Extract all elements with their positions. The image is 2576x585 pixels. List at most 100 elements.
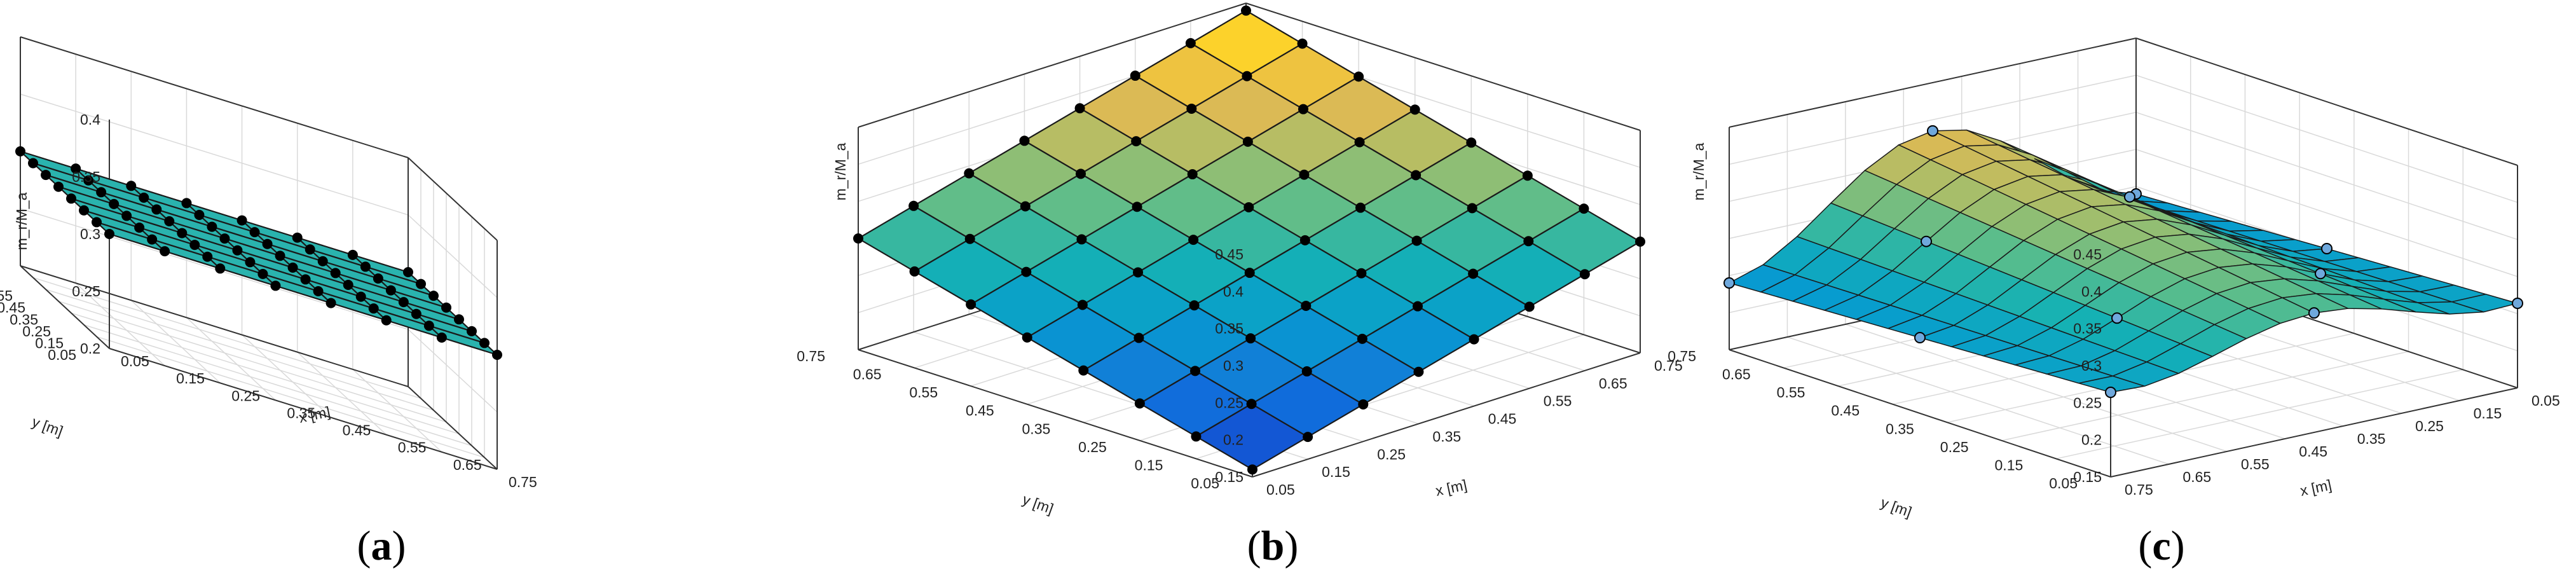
- data-point: [194, 210, 205, 220]
- data-point: [1921, 235, 1932, 247]
- data-point: [1186, 103, 1197, 114]
- data-point: [1187, 169, 1198, 180]
- y-tick-label: 0.75: [797, 348, 825, 364]
- data-point: [207, 221, 217, 232]
- x-tick-label: 0.45: [343, 422, 371, 439]
- data-point: [368, 303, 379, 314]
- data-point: [1191, 431, 1202, 442]
- data-point: [1246, 399, 1257, 410]
- data-point: [1303, 432, 1313, 443]
- data-point: [436, 332, 447, 343]
- z-tick-label: 0.2: [80, 340, 100, 357]
- data-point: [1466, 137, 1477, 148]
- data-point: [343, 280, 353, 290]
- data-point: [1076, 234, 1087, 245]
- data-point: [1914, 332, 1926, 343]
- z-tick-label: 0.45: [2073, 246, 2102, 263]
- x-tick-label: 0.15: [176, 370, 205, 387]
- data-point: [313, 286, 324, 296]
- z-tick-label: 0.15: [2073, 469, 2102, 485]
- data-point: [1524, 301, 1535, 312]
- y-tick-label: 0.55: [909, 384, 938, 401]
- y-tick-label: 0.15: [1995, 457, 2024, 473]
- data-point: [219, 233, 230, 244]
- data-point: [1413, 366, 1424, 377]
- data-point: [1131, 136, 1142, 147]
- y-tick-label: 0.05: [2049, 475, 2078, 492]
- data-point: [1635, 237, 1645, 247]
- data-point: [1413, 301, 1423, 312]
- y-tick-label: 0.25: [1078, 439, 1107, 455]
- x-tick-label: 0.55: [2241, 456, 2270, 472]
- x-tick-label: 0.05: [2531, 392, 2560, 409]
- surface-cell: [2078, 375, 2145, 393]
- data-point: [121, 210, 132, 221]
- data-point: [441, 302, 451, 313]
- x-tick-label: 0.15: [2474, 405, 2502, 422]
- z-axis-label: m_r/M_a: [1690, 142, 1707, 200]
- x-tick-label: 0.75: [509, 474, 537, 490]
- data-point: [139, 192, 149, 203]
- data-point: [1927, 125, 1938, 137]
- data-point: [1523, 236, 1534, 247]
- x-tick-label: 0.55: [1544, 393, 1572, 410]
- data-point: [1190, 366, 1200, 376]
- data-point: [1723, 277, 1735, 289]
- data-point: [381, 315, 392, 326]
- y-tick-label: 0.35: [1022, 420, 1051, 437]
- panel-label: (a): [357, 523, 406, 569]
- data-point: [1134, 398, 1145, 409]
- data-point: [15, 146, 25, 156]
- data-point: [423, 320, 434, 331]
- data-point: [964, 168, 975, 179]
- z-tick-label: 0.4: [1223, 283, 1243, 299]
- data-point: [355, 291, 366, 302]
- data-point: [1468, 268, 1479, 279]
- z-axis-label: m_r/M_a: [13, 192, 30, 250]
- data-point: [428, 291, 439, 301]
- data-point: [1522, 170, 1533, 181]
- data-point: [1245, 333, 1256, 344]
- y-axis-label: y [m]: [30, 413, 65, 439]
- data-point: [109, 198, 120, 209]
- x-tick-label: 0.65: [453, 457, 482, 473]
- data-point: [2315, 268, 2326, 280]
- data-point: [347, 249, 358, 260]
- data-point: [275, 251, 285, 261]
- data-point: [492, 350, 502, 360]
- y-axis-label: y [m]: [1020, 491, 1056, 517]
- data-point: [41, 170, 51, 181]
- data-point: [92, 217, 102, 228]
- data-point: [71, 163, 81, 174]
- data-point: [909, 266, 920, 277]
- data-point: [181, 198, 192, 209]
- data-point: [189, 240, 200, 251]
- data-point: [1353, 71, 1364, 82]
- z-tick-label: 0.2: [2081, 432, 2102, 448]
- data-point: [53, 181, 64, 192]
- surface: [1728, 129, 2519, 393]
- data-point: [151, 204, 162, 215]
- y-tick-label: 0.55: [1777, 384, 1805, 401]
- data-point: [317, 256, 328, 266]
- data-point: [325, 298, 336, 308]
- data-point: [147, 234, 158, 245]
- z-tick-label: 0.3: [1223, 357, 1243, 374]
- z-tick-label: 0.4: [2081, 283, 2102, 299]
- data-point: [1356, 268, 1367, 279]
- y-tick-label: 0.05: [48, 347, 76, 363]
- tick-labels: 0.050.150.250.350.450.550.650.750.050.15…: [797, 246, 1683, 498]
- data-point: [403, 267, 413, 277]
- x-tick-label: 0.45: [1488, 411, 1517, 427]
- panel-b: 0.050.150.250.350.450.550.650.750.050.15…: [797, 3, 1683, 569]
- data-point: [454, 314, 464, 325]
- data-point: [300, 274, 311, 285]
- tick-labels: 0.050.150.250.350.450.550.650.750.050.15…: [0, 111, 537, 490]
- data-point: [373, 273, 383, 284]
- data-point: [1297, 38, 1308, 49]
- z-tick-label: 0.2: [1223, 432, 1243, 448]
- data-point: [202, 251, 213, 262]
- z-tick-label: 0.45: [1215, 246, 1243, 263]
- data-points: [1723, 125, 2523, 398]
- data-point: [1354, 137, 1365, 148]
